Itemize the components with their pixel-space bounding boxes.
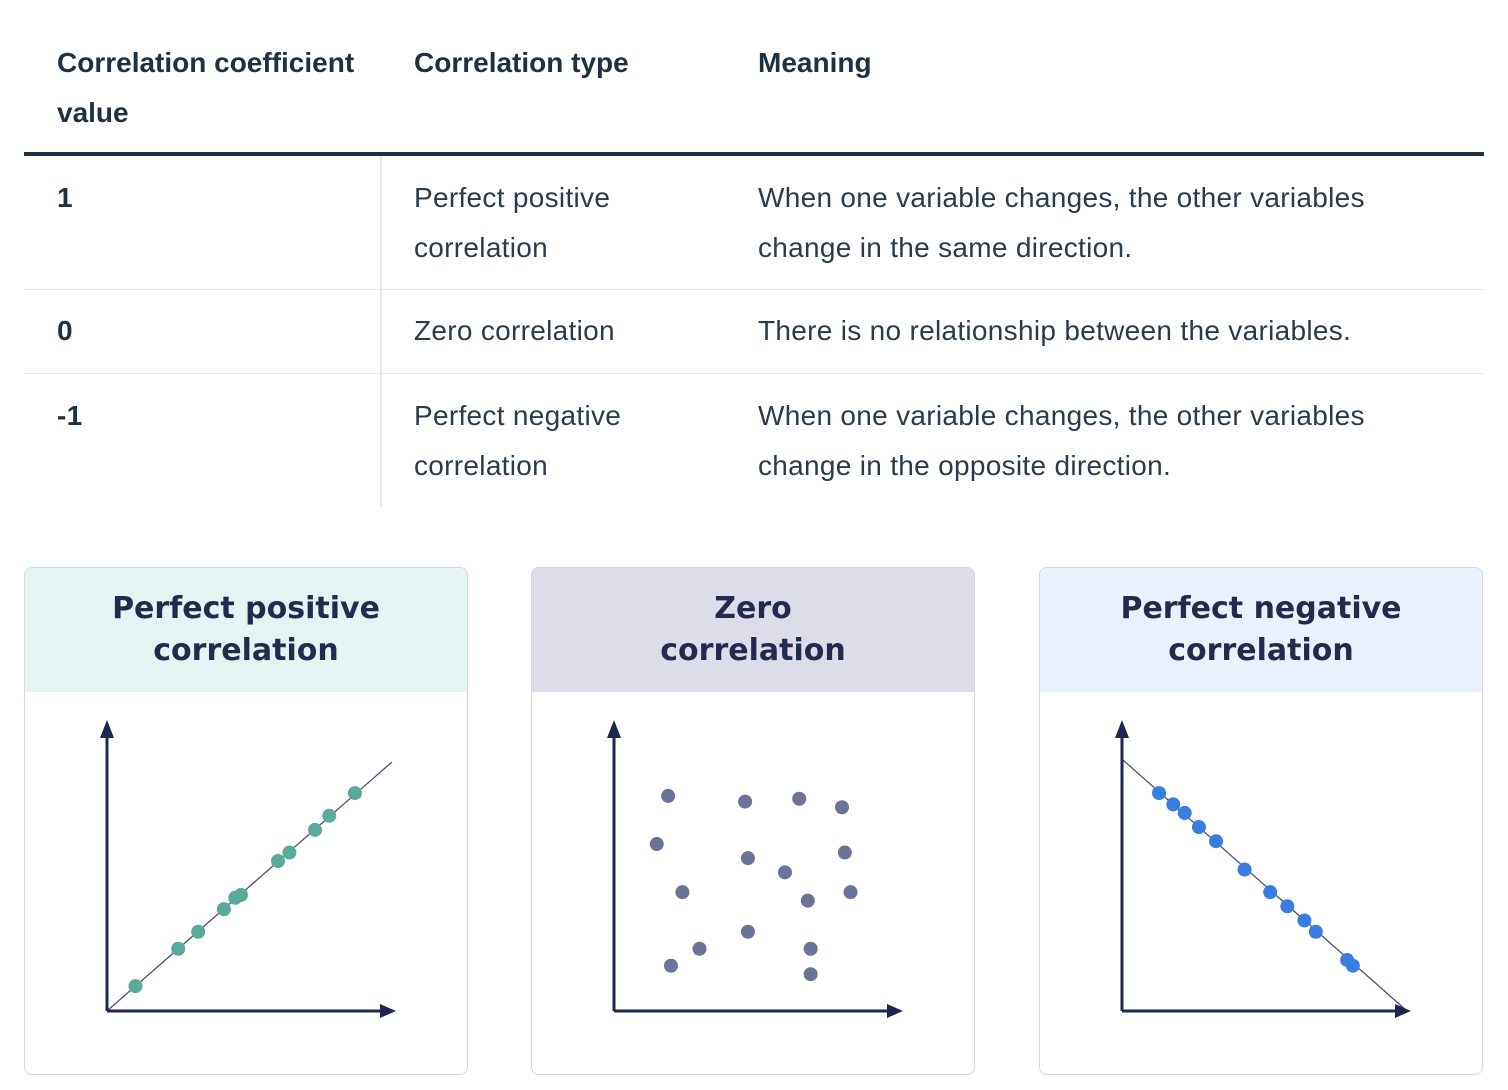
data-point: [1166, 797, 1181, 812]
data-point: [1237, 862, 1252, 877]
column-divider: [380, 156, 382, 289]
x-axis-arrow-icon: [887, 1004, 903, 1018]
data-point: [675, 885, 690, 900]
coefficient-value: -1: [57, 400, 83, 431]
data-point: [792, 791, 807, 806]
data-point: [1209, 834, 1224, 849]
data-point: [803, 967, 818, 982]
data-point: [271, 854, 285, 869]
trend-line: [106, 761, 393, 1012]
card-title: Zero correlation: [660, 591, 846, 668]
data-point: [803, 941, 818, 956]
data-point: [1345, 958, 1360, 973]
card-header: Zero correlation: [532, 568, 974, 692]
column-divider: [380, 374, 382, 507]
data-point: [191, 924, 206, 939]
positive-correlation-card: Perfect positive correlation: [24, 567, 468, 1075]
data-point: [740, 924, 755, 939]
table-row: 0 Zero correlation There is no relations…: [24, 290, 1484, 374]
negative-correlation-card: Perfect negative correlation: [1039, 567, 1483, 1075]
y-axis-arrow-icon: [100, 720, 114, 738]
data-point: [1191, 820, 1206, 835]
header-coefficient-value: Correlation coefficient value: [57, 47, 355, 128]
card-title: Perfect negative correlation: [1120, 591, 1402, 668]
table-row: 1 Perfect positive correlation When one …: [24, 156, 1484, 290]
card-header: Perfect negative correlation: [1040, 568, 1482, 692]
zero-scatter-plot: [607, 720, 903, 1018]
meaning-text: When one variable changes, the other var…: [758, 400, 1365, 481]
data-point: [1297, 913, 1312, 928]
correlation-table: Correlation coefficient value Correlatio…: [24, 0, 1484, 507]
x-axis-arrow-icon: [1395, 1004, 1411, 1018]
data-point: [282, 845, 297, 860]
table-header: Correlation coefficient value Correlatio…: [24, 0, 1484, 156]
data-point: [692, 941, 707, 956]
data-point: [661, 788, 676, 803]
correlation-type: Perfect positive correlation: [414, 182, 611, 263]
meaning-text: There is no relationship between the var…: [758, 315, 1352, 346]
header-correlation-type: Correlation type: [414, 47, 629, 78]
data-point: [843, 885, 858, 900]
card-title: Perfect positive correlation: [112, 591, 380, 668]
card-header: Perfect positive correlation: [25, 568, 467, 692]
y-axis-arrow-icon: [1115, 720, 1129, 738]
data-point: [1308, 924, 1323, 939]
zero-correlation-card: Zero correlation: [531, 567, 975, 1075]
y-axis-arrow-icon: [607, 720, 621, 738]
data-point: [778, 865, 792, 880]
column-divider: [380, 290, 382, 373]
x-axis-arrow-icon: [380, 1004, 396, 1018]
data-point: [835, 800, 849, 815]
data-point: [1177, 805, 1192, 820]
table-row: -1 Perfect negative correlation When one…: [24, 374, 1484, 507]
data-point: [837, 845, 852, 860]
data-point: [347, 786, 362, 801]
correlation-type: Perfect negative correlation: [414, 400, 622, 481]
data-point: [128, 979, 143, 994]
header-meaning: Meaning: [758, 47, 872, 78]
data-point: [740, 851, 755, 866]
data-point: [308, 822, 323, 837]
data-point: [1280, 899, 1295, 914]
data-point: [1263, 885, 1278, 900]
data-point: [664, 958, 678, 973]
coefficient-value: 0: [57, 315, 73, 346]
positive-scatter-plot: [100, 720, 396, 1018]
correlation-type: Zero correlation: [414, 315, 615, 346]
negative-scatter-plot: [1115, 720, 1411, 1018]
data-point: [649, 837, 664, 852]
data-point: [171, 941, 186, 956]
data-point: [1152, 786, 1167, 801]
data-point: [800, 893, 815, 908]
coefficient-value: 1: [57, 182, 73, 213]
meaning-text: When one variable changes, the other var…: [758, 182, 1365, 263]
data-point: [216, 902, 231, 917]
data-point: [322, 808, 337, 823]
data-point: [233, 887, 248, 902]
data-point: [738, 794, 753, 809]
